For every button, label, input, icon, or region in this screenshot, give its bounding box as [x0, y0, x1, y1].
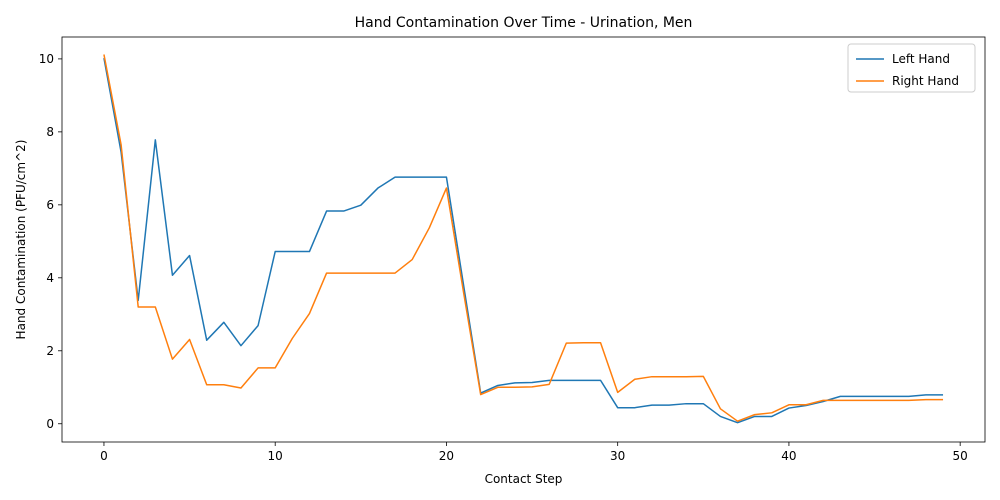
x-axis-ticks: 0 10 20 30 40 50 [100, 442, 968, 463]
series-line-right-hand [103, 54, 944, 422]
x-tick-label: 50 [953, 449, 968, 463]
x-tick-label: 20 [439, 449, 454, 463]
series-line-left-hand [103, 58, 944, 424]
y-axis-ticks: 0 2 4 6 8 10 [39, 52, 62, 431]
legend-box [847, 43, 976, 93]
legend-label-left-hand: Left Hand [892, 52, 950, 66]
y-tick-label: 0 [46, 417, 54, 431]
y-tick-label: 10 [39, 52, 54, 66]
x-tick-label: 40 [781, 449, 796, 463]
legend-label-right-hand: Right Hand [892, 74, 959, 88]
y-axis-label: Hand Contamination (PFU/cm^2) [14, 140, 28, 340]
x-tick-label: 30 [610, 449, 625, 463]
y-tick-label: 6 [46, 198, 54, 212]
chart-title: Hand Contamination Over Time - Urination… [355, 15, 693, 31]
legend: Left Hand Right Hand [847, 43, 976, 93]
y-tick-label: 8 [46, 125, 54, 139]
x-axis-label: Contact Step [485, 472, 563, 486]
x-tick-label: 10 [268, 449, 283, 463]
plot-frame [61, 36, 986, 443]
plot-lines [103, 54, 944, 424]
y-tick-label: 2 [46, 344, 54, 358]
y-tick-label: 4 [46, 271, 54, 285]
x-tick-label: 0 [100, 449, 108, 463]
